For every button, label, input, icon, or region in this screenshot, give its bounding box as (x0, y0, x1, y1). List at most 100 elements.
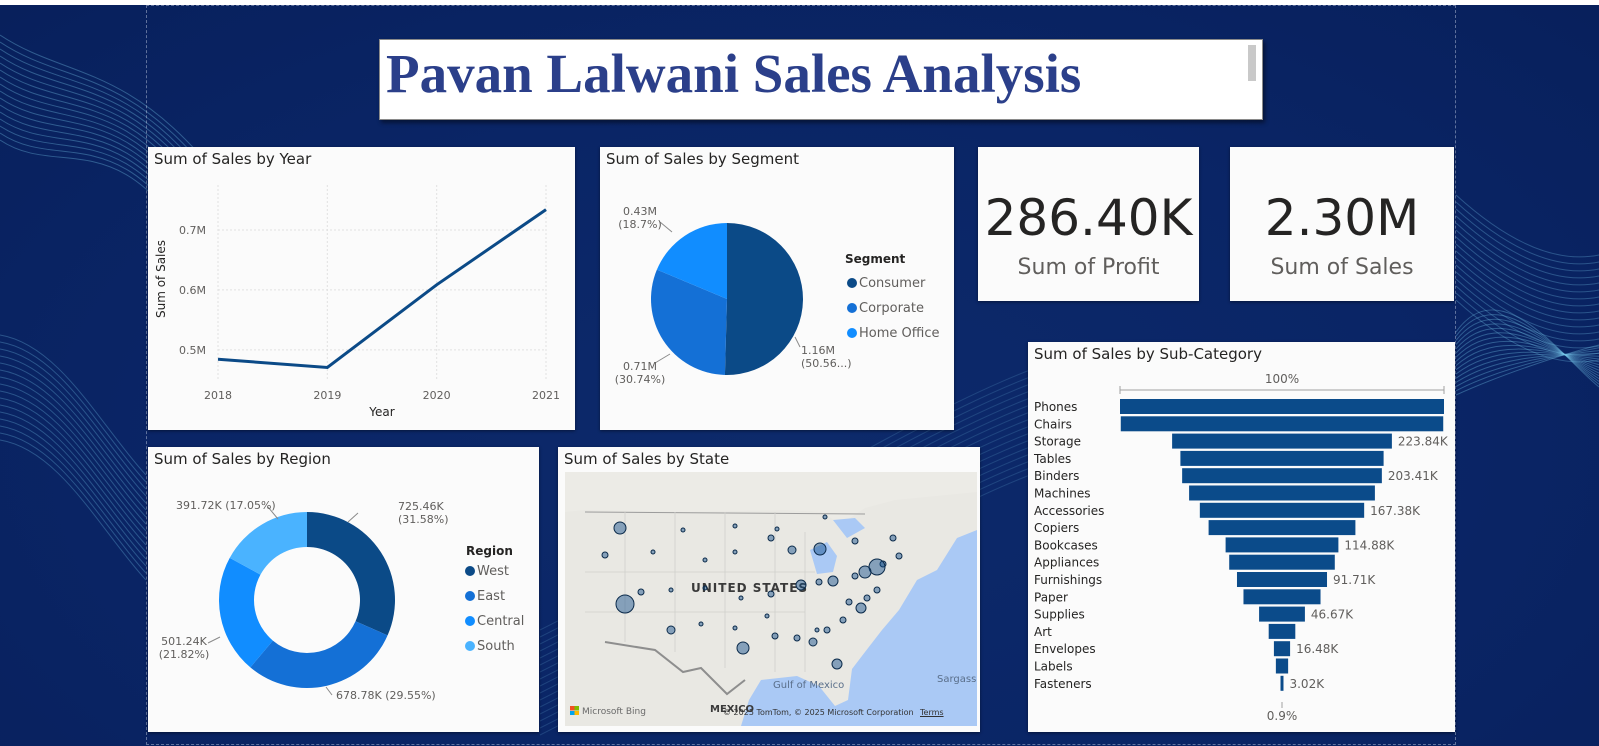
wave-line (1455, 352, 1599, 383)
title-scrollbar[interactable] (1248, 45, 1256, 81)
funnel-category-label: Supplies (1034, 608, 1085, 622)
region-data-label: 678.78K (29.55%) (336, 689, 436, 702)
wave-line (1455, 229, 1599, 293)
map-bubble (855, 602, 867, 614)
sales-by-region-title: Sum of Sales by Region (154, 450, 331, 468)
map-bubble (858, 565, 872, 579)
funnel-top-percent: 100% (1265, 372, 1299, 386)
region-leader-line (267, 506, 279, 520)
region-legend-label: South (477, 639, 515, 654)
sales-by-region-chart: Region 725.46K(31.58%) West 678.78K (29.55… (159, 499, 525, 702)
wave-line (1455, 271, 1599, 335)
map-bubble (668, 587, 674, 593)
map-bing-logo: Microsoft Bing (570, 706, 646, 717)
funnel-bar (1208, 520, 1356, 536)
wave-line (1455, 351, 1599, 375)
region-legend-marker (465, 641, 475, 651)
map-bubble (889, 534, 897, 542)
wave-line (1455, 350, 1599, 388)
wave-line (1455, 194, 1599, 258)
sales-by-year-visual[interactable]: Sum of Sales by Year Sum of Sales Year 2… (148, 147, 575, 430)
map-canvas[interactable]: UNITED STATES Gulf of Mexico MEXICO Sarg… (565, 472, 977, 726)
wave-line (0, 34, 201, 156)
wave-line (0, 341, 147, 483)
segment-legend-label: Home Office (859, 326, 939, 341)
map-bubble (845, 598, 853, 606)
sales-by-region-visual[interactable]: Sum of Sales by Region Region 725.46K (31… (148, 447, 539, 732)
wave-line (1455, 264, 1599, 328)
region-data-pct: (21.82%) (159, 648, 210, 661)
segment-legend-label: Consumer (859, 276, 926, 291)
region-data-label: 501.24K (161, 635, 207, 648)
wave-line (1455, 347, 1599, 392)
wave-line (0, 411, 147, 553)
funnel-value-label: 16.48K (1296, 642, 1339, 656)
wave-line (1455, 348, 1599, 371)
map-bubble (831, 658, 843, 670)
sales-by-state-title: Sum of Sales by State (564, 450, 730, 468)
profit-kpi-card[interactable]: 286.40K Sum of Profit (978, 147, 1199, 301)
wave-line (1455, 309, 1599, 388)
wave-line (1455, 257, 1599, 321)
funnel-category-label: Binders (1034, 469, 1079, 483)
map-country-label: UNITED STATES (691, 581, 808, 595)
title-textbox[interactable]: Pavan Lalwani Sales Analysis (379, 39, 1263, 120)
sales-kpi-label: Sum of Sales (1270, 255, 1414, 280)
wave-line (1455, 323, 1599, 380)
funnel-bar (1259, 606, 1305, 622)
funnel-category-label: Paper (1034, 590, 1068, 604)
map-bubble (808, 637, 818, 647)
funnel-category-label: Storage (1034, 435, 1081, 449)
wave-line (1455, 208, 1599, 272)
wave-line (1455, 243, 1599, 307)
x-tick-label: 2019 (313, 389, 341, 402)
wave-line (0, 334, 147, 476)
map-bubble (732, 523, 738, 529)
map-gulf-label: Gulf of Mexico (773, 680, 844, 691)
sales-by-subcategory-visual[interactable]: Sum of Sales by Sub-Category 100% 0.9% P… (1028, 342, 1455, 732)
wave-line (0, 432, 147, 574)
segment-slice-corporate (651, 269, 727, 375)
map-credit: © 2025 TomTom, © 2025 Microsoft Corporat… (723, 708, 914, 717)
wave-line (0, 425, 147, 567)
map-bubble (650, 549, 656, 555)
sales-by-segment-chart: Segment 1.16M(50.56...) Consumer 0.71M(30.… (615, 205, 940, 386)
funnel-category-label: Tables (1033, 452, 1071, 466)
funnel-category-label: Envelopes (1034, 642, 1096, 656)
map-bubble (738, 595, 744, 601)
sales-by-segment-visual[interactable]: Sum of Sales by Segment Segment 1.16M (50… (600, 147, 954, 430)
region-legend-marker (465, 591, 475, 601)
sales-by-state-visual[interactable]: Sum of Sales by State UNITED STATES Gulf… (558, 447, 980, 732)
funnel-bar (1229, 554, 1335, 570)
wave-line (0, 404, 147, 546)
funnel-category-label: Appliances (1034, 556, 1099, 570)
map-sargasso-label: Sargass (937, 674, 976, 685)
wave-line (1455, 278, 1599, 342)
map-bubble (732, 625, 738, 631)
x-tick-label: 2021 (532, 389, 560, 402)
region-legend-marker (465, 616, 475, 626)
region-slice-central (219, 557, 273, 668)
funnel-category-label: Labels (1034, 660, 1073, 674)
sales-kpi-card[interactable]: 2.30M Sum of Sales (1230, 147, 1454, 301)
map-bubble (851, 537, 859, 545)
segment-data-pct: (50.56...) (801, 357, 852, 370)
wave-line (1455, 299, 1599, 363)
wave-line (1455, 332, 1599, 374)
segment-legend-title: Segment (845, 252, 906, 266)
region-legend-label: East (477, 589, 505, 604)
wave-line (0, 41, 201, 163)
x-tick-label: 2018 (204, 389, 232, 402)
segment-slice-consumer (724, 223, 803, 375)
wave-line (1455, 344, 1599, 396)
map-terms-link[interactable]: Terms (920, 708, 944, 717)
map-bubble (736, 641, 750, 655)
funnel-bar (1243, 589, 1321, 605)
segment-data-label: 1.16M (801, 344, 835, 357)
map-bubble (813, 542, 827, 556)
sales-by-segment-title: Sum of Sales by Segment (606, 150, 799, 168)
funnel-category-label: Machines (1034, 487, 1090, 501)
wave-line (0, 355, 147, 497)
wave-line (1455, 318, 1599, 382)
segment-legend-marker (847, 303, 857, 313)
